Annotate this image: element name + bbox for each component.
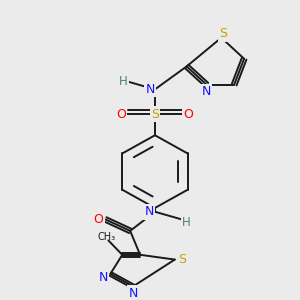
Text: O: O: [184, 108, 194, 121]
Text: N: N: [145, 83, 155, 96]
Text: O: O: [94, 213, 103, 226]
Text: N: N: [202, 85, 211, 98]
Text: N: N: [144, 205, 154, 218]
Text: H: H: [182, 216, 191, 229]
Text: H: H: [119, 75, 128, 88]
Text: S: S: [219, 27, 227, 40]
Text: N: N: [99, 271, 108, 284]
Text: O: O: [116, 108, 126, 121]
Text: CH₃: CH₃: [97, 232, 116, 242]
Text: S: S: [151, 108, 159, 121]
Text: S: S: [178, 253, 186, 266]
Text: N: N: [128, 286, 138, 299]
